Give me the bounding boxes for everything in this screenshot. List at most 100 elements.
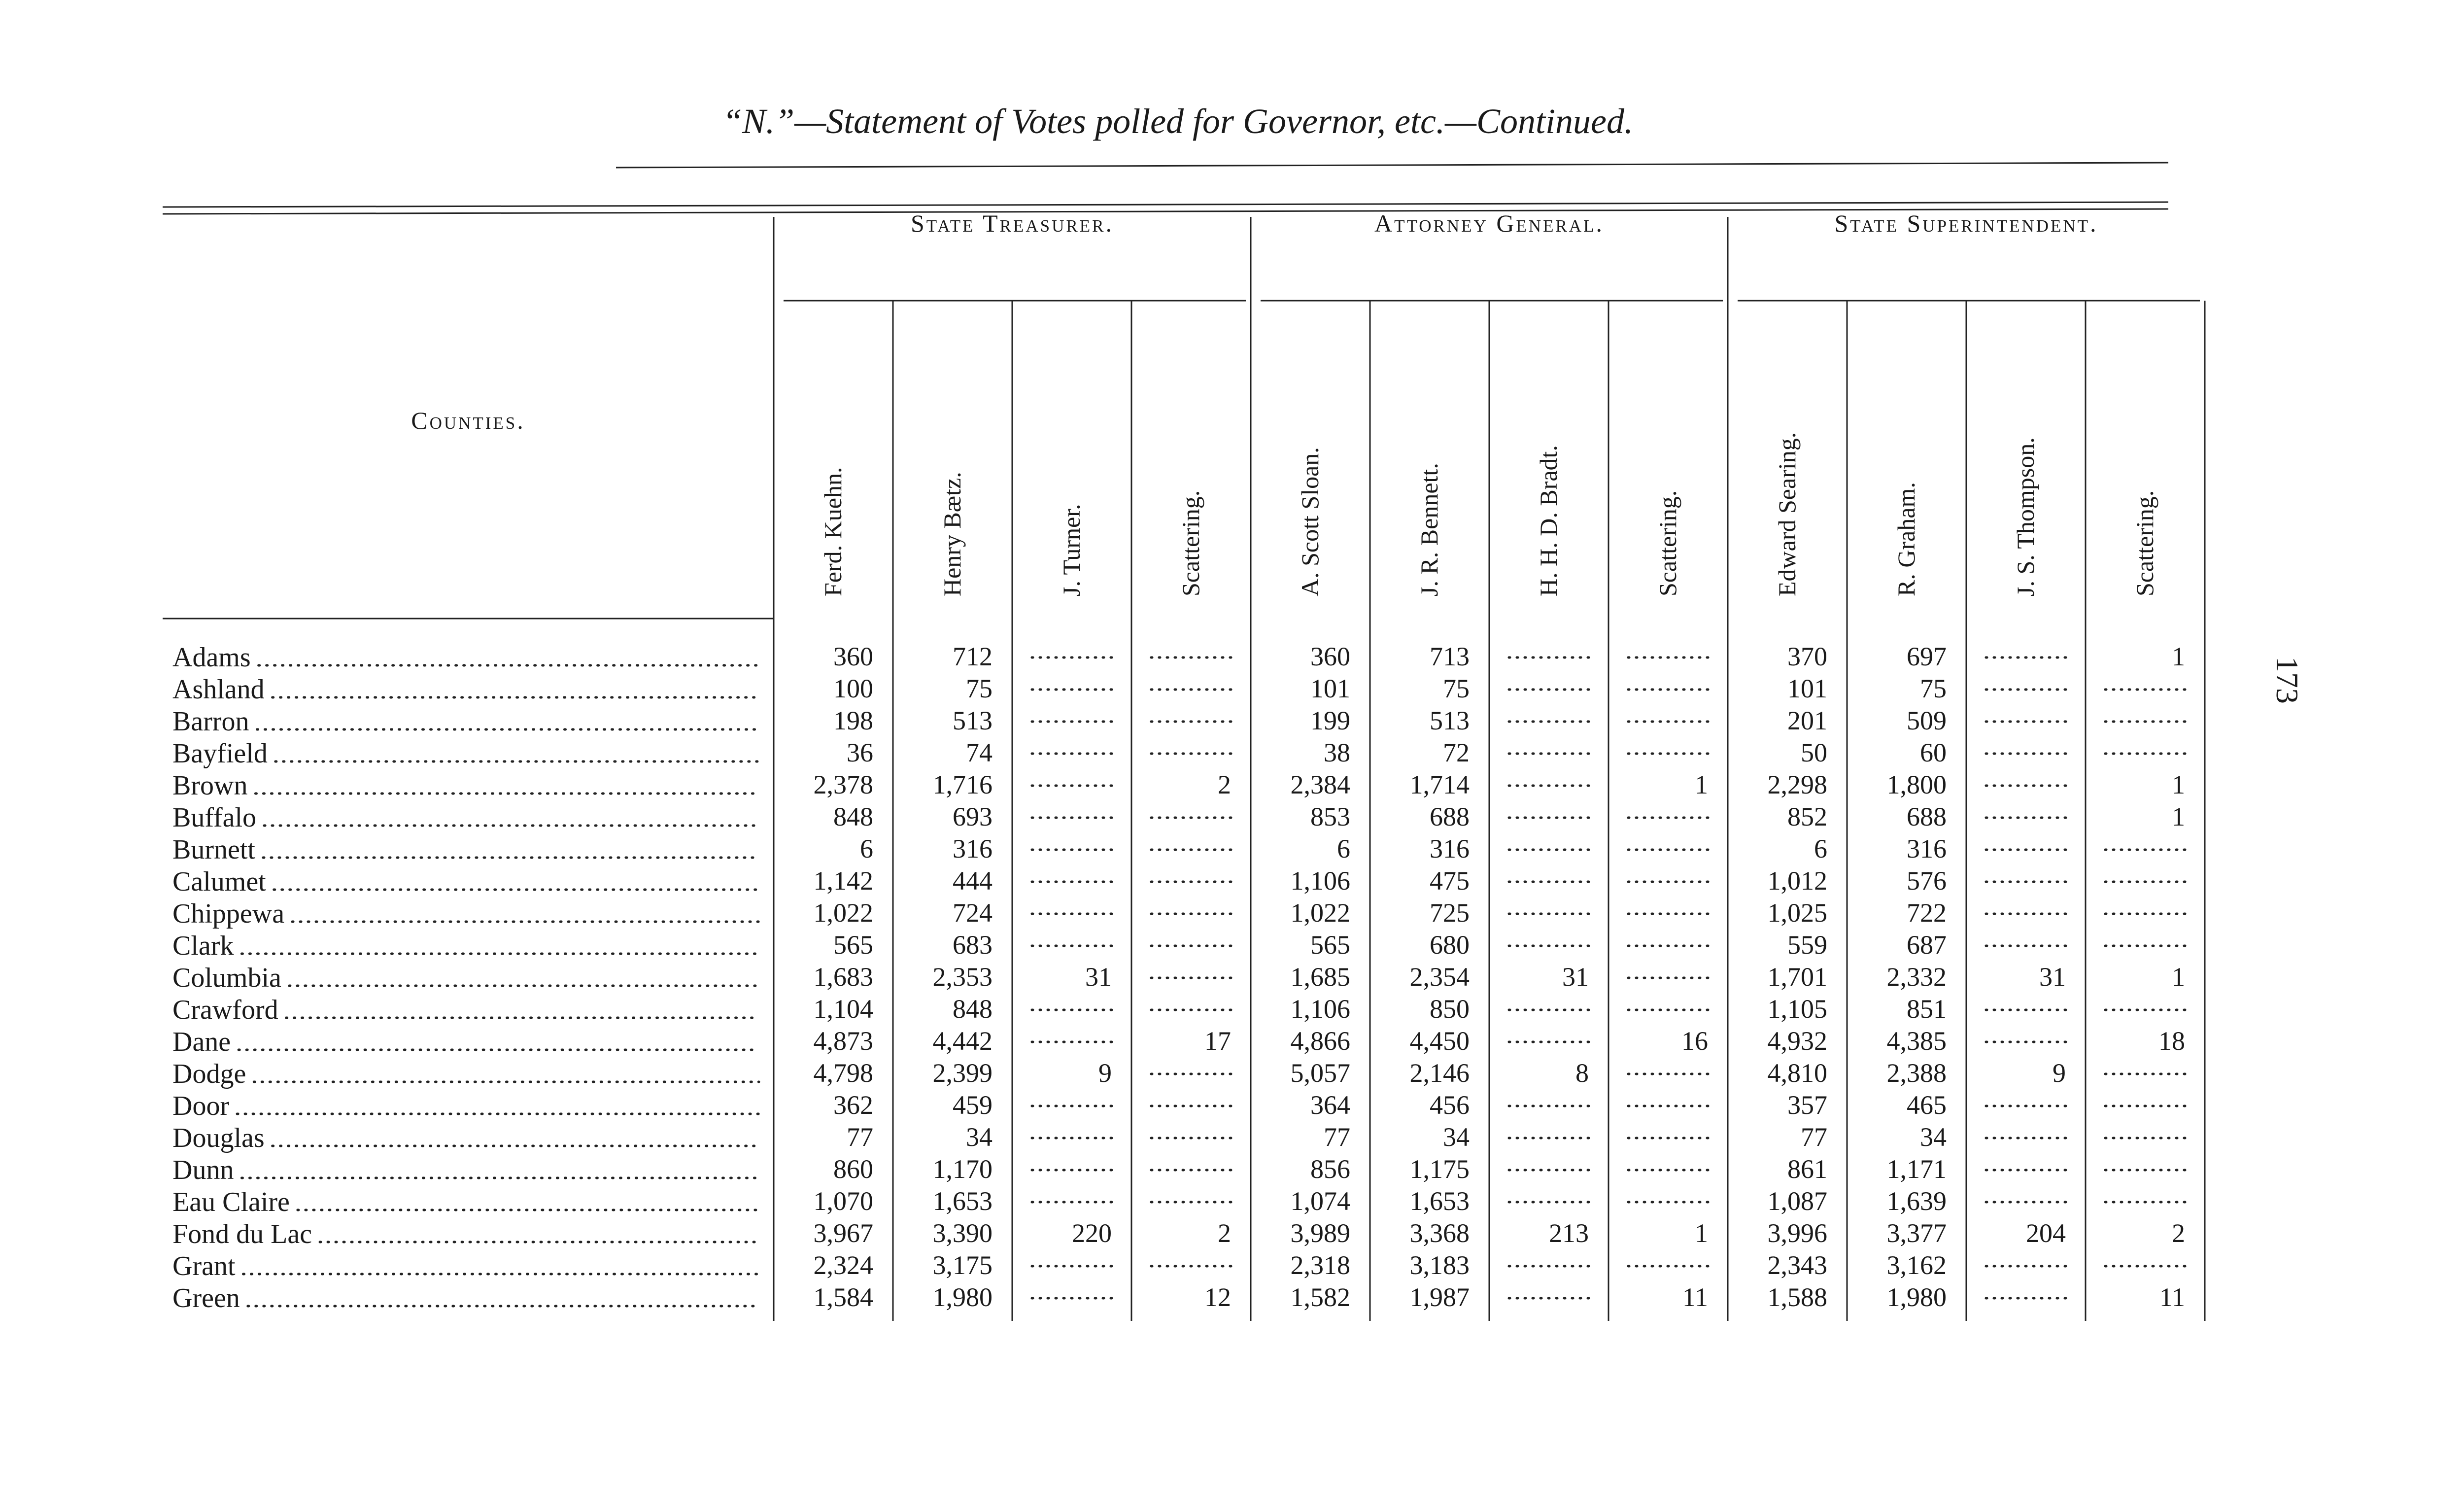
cell-value: 1,025	[1768, 898, 1828, 928]
cell-value: 1,106	[1291, 994, 1351, 1024]
column-header: Henry Bætz.	[938, 472, 966, 596]
cell-value: 1,980	[933, 1282, 993, 1312]
column-header: Scattering.	[2131, 490, 2158, 596]
cell-value: 362	[833, 1090, 873, 1120]
cell-value: 2,353	[933, 962, 993, 992]
column-header: J. S. Thompson.	[2012, 437, 2039, 596]
cell-value: 4,450	[1410, 1026, 1470, 1056]
cell-value: 850	[1430, 994, 1470, 1024]
cell-value: 34	[966, 1122, 992, 1152]
cell-value: 2	[1218, 770, 1231, 799]
cell-value: 9	[1098, 1058, 1112, 1088]
county-name: Green	[172, 1283, 240, 1313]
cell-value: 77	[1324, 1122, 1350, 1152]
column-header: Edward Searing.	[1773, 432, 1801, 596]
county-name: Brown	[172, 770, 247, 801]
column-header: A. Scott Sloan.	[1296, 447, 1324, 596]
rule	[162, 208, 2169, 215]
cell-value: 316	[953, 834, 992, 863]
cell-value: 4,385	[1887, 1026, 1947, 1056]
cell-value: 31	[2039, 962, 2066, 992]
cell-value: 72	[1443, 738, 1470, 767]
county-name: Dodge	[172, 1059, 246, 1089]
cell-value: 3,996	[1768, 1218, 1828, 1248]
cell-value: 680	[1430, 930, 1470, 960]
cell-value: 101	[1787, 674, 1827, 703]
cell-value: 220	[1072, 1218, 1112, 1248]
cell-value: 1	[2172, 770, 2185, 799]
column-header: R. Graham.	[1892, 482, 1920, 596]
cell-value: 75	[1920, 674, 1947, 703]
cell-value: 576	[1907, 866, 1947, 896]
cell-value: 1	[1695, 1218, 1708, 1248]
cell-value: 34	[1443, 1122, 1470, 1152]
cell-value: 444	[953, 866, 992, 896]
group-header: Attorney General.	[1374, 209, 1604, 237]
county-name: Barron	[172, 706, 249, 737]
cell-value: 3,368	[1410, 1218, 1470, 1248]
cell-value: 1	[1695, 770, 1708, 799]
column-header: H. H. D. Bradt.	[1535, 445, 1562, 596]
cell-value: 199	[1310, 706, 1350, 735]
cell-value: 6	[1814, 834, 1827, 863]
county-name: Bayfield	[172, 738, 268, 769]
cell-value: 1,980	[1887, 1282, 1947, 1312]
cell-value: 475	[1430, 866, 1470, 896]
cell-value: 5,057	[1291, 1058, 1351, 1088]
cell-value: 17	[1204, 1026, 1231, 1056]
cell-value: 3,183	[1410, 1250, 1470, 1280]
cell-value: 3,175	[933, 1250, 993, 1280]
cell-value: 4,932	[1768, 1026, 1828, 1056]
cell-value: 1,022	[814, 898, 874, 928]
cell-value: 1,070	[814, 1186, 874, 1216]
county-name: Douglas	[172, 1123, 265, 1153]
cell-value: 1	[2172, 802, 2185, 831]
cell-value: 370	[1787, 642, 1827, 671]
cell-value: 1,987	[1410, 1282, 1470, 1312]
cell-value: 31	[1085, 962, 1112, 992]
cell-value: 861	[1787, 1154, 1827, 1184]
county-name: Burnett	[172, 834, 255, 865]
cell-value: 1,582	[1291, 1282, 1351, 1312]
cell-value: 11	[2159, 1282, 2185, 1312]
cell-value: 1,022	[1291, 898, 1351, 928]
cell-value: 688	[1430, 802, 1470, 831]
cell-value: 3,967	[814, 1218, 874, 1248]
cell-value: 2	[2172, 1218, 2185, 1248]
county-name: Eau Claire	[172, 1187, 290, 1217]
cell-value: 722	[1907, 898, 1947, 928]
cell-value: 364	[1310, 1090, 1350, 1120]
cell-value: 2,318	[1291, 1250, 1351, 1280]
county-name: Crawford	[172, 995, 278, 1025]
cell-value: 465	[1907, 1090, 1947, 1120]
cell-value: 459	[953, 1090, 992, 1120]
county-name: Calumet	[172, 866, 266, 897]
cell-value: 75	[966, 674, 992, 703]
column-header: Scattering.	[1654, 490, 1681, 596]
cell-value: 4,810	[1768, 1058, 1828, 1088]
county-name: Buffalo	[172, 802, 256, 833]
cell-value: 201	[1787, 706, 1827, 735]
column-header: Scattering.	[1177, 490, 1204, 596]
cell-value: 3,989	[1291, 1218, 1351, 1248]
cell-value: 2,324	[814, 1250, 874, 1280]
cell-value: 4,873	[814, 1026, 874, 1056]
cell-value: 38	[1324, 738, 1350, 767]
cell-value: 1,653	[1410, 1186, 1470, 1216]
county-name: Clark	[172, 931, 234, 961]
cell-value: 357	[1787, 1090, 1827, 1120]
cell-value: 852	[1787, 802, 1827, 831]
cell-value: 1,701	[1768, 962, 1828, 992]
cell-value: 316	[1430, 834, 1470, 863]
cell-value: 3,377	[1887, 1218, 1947, 1248]
cell-value: 3,390	[933, 1218, 993, 1248]
county-name: Grant	[172, 1251, 236, 1281]
county-name: Dane	[172, 1027, 231, 1057]
cell-value: 18	[2158, 1026, 2185, 1056]
cell-value: 848	[833, 802, 873, 831]
cell-value: 36	[847, 738, 873, 767]
cell-value: 204	[2026, 1218, 2066, 1248]
cell-value: 2,146	[1410, 1058, 1470, 1088]
page-number: 173	[2270, 656, 2305, 704]
